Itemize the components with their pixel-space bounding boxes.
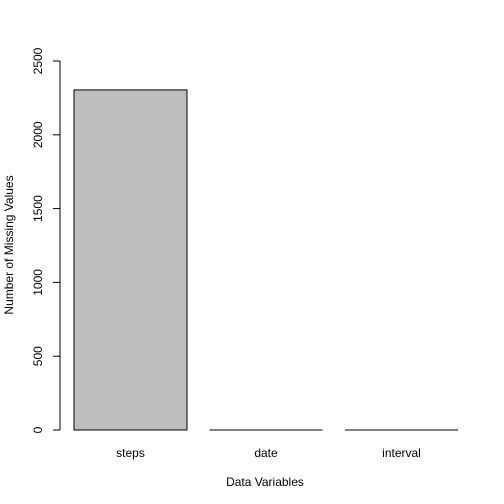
y-axis: 0 500 1000 1500 2000 2500 bbox=[31, 47, 61, 433]
x-tick-label-steps: steps bbox=[116, 446, 145, 460]
y-tick-label-1500: 1500 bbox=[31, 195, 45, 222]
y-tick-label-2500: 2500 bbox=[31, 47, 45, 74]
bar-steps bbox=[73, 89, 188, 431]
y-axis-title: Number of Missing Values bbox=[2, 175, 16, 314]
x-tick-label-interval: interval bbox=[382, 446, 421, 460]
y-tick-label-2000: 2000 bbox=[31, 121, 45, 148]
y-tick-label-1000: 1000 bbox=[31, 269, 45, 296]
y-tick-label-500: 500 bbox=[31, 346, 45, 366]
x-axis-title: Data Variables bbox=[226, 475, 304, 489]
bars-group bbox=[73, 89, 458, 431]
x-tick-label-date: date bbox=[254, 446, 278, 460]
x-category-labels: steps date interval bbox=[116, 446, 421, 460]
y-tick-label-0: 0 bbox=[31, 426, 45, 433]
